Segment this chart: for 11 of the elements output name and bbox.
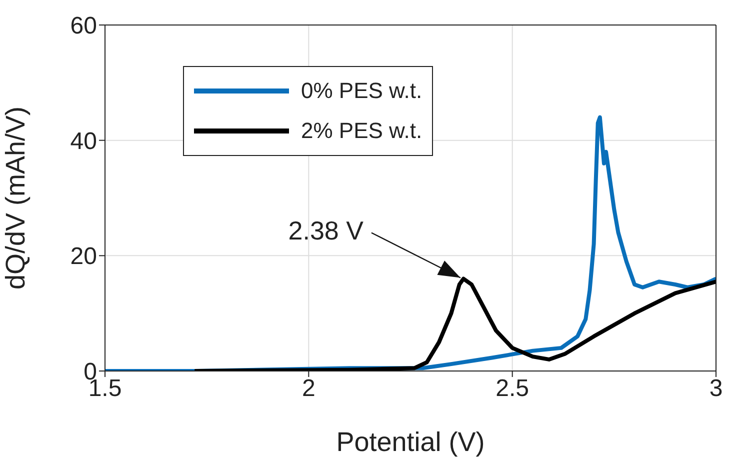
annotation: 2.38 V bbox=[288, 216, 364, 246]
x-tick-label: 2 bbox=[302, 375, 316, 402]
x-tick-label: 3 bbox=[709, 375, 723, 402]
y-axis-title: dQ/dV (mAh/V) bbox=[0, 106, 31, 290]
x-axis-title: Potential (V) bbox=[336, 427, 485, 457]
legend-label: 0% PES w.t. bbox=[301, 78, 422, 104]
y-tick-label: 40 bbox=[70, 128, 97, 155]
y-tick-label: 60 bbox=[70, 12, 97, 40]
legend-label: 2% PES w.t. bbox=[301, 118, 422, 144]
y-tick-label: 20 bbox=[70, 243, 97, 270]
x-tick-label: 2.5 bbox=[496, 375, 530, 402]
